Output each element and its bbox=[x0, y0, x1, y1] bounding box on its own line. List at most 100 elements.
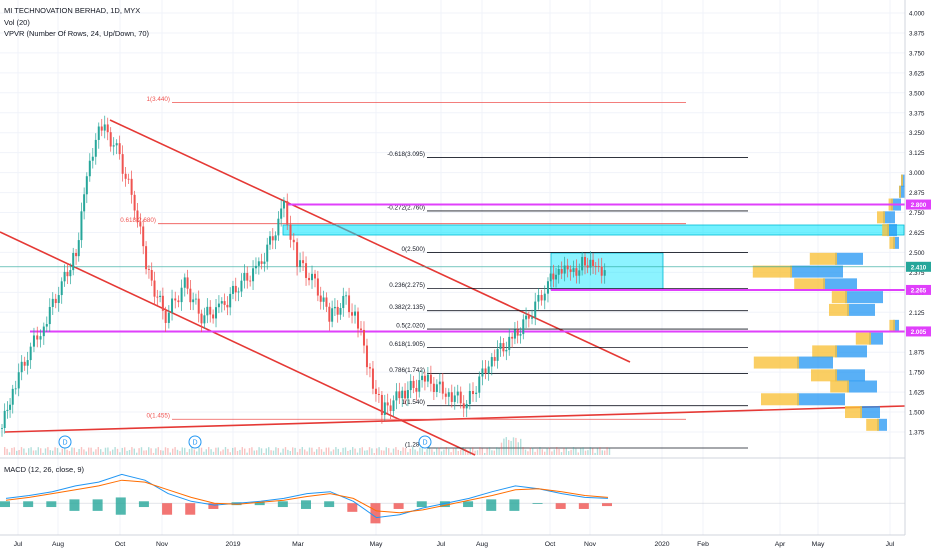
volume-bar bbox=[373, 452, 375, 455]
candle-body bbox=[383, 402, 386, 415]
volume-bar bbox=[608, 448, 611, 455]
volume-bar bbox=[364, 450, 366, 455]
candle-body bbox=[260, 261, 263, 264]
volume-bar bbox=[121, 447, 123, 455]
time-tick-label: Aug bbox=[476, 541, 488, 548]
candle-body bbox=[368, 367, 371, 369]
price-marker bbox=[906, 199, 931, 210]
resistance-zone[interactable] bbox=[282, 224, 905, 236]
candle-body bbox=[398, 391, 401, 399]
candle-body bbox=[75, 252, 78, 257]
candle-body bbox=[423, 375, 426, 382]
candle-body bbox=[130, 178, 133, 195]
volume-bar bbox=[512, 437, 515, 455]
candle-body bbox=[164, 310, 167, 323]
volume-bar bbox=[52, 450, 54, 455]
trendline-lower[interactable] bbox=[0, 231, 476, 456]
time-tick-label: Nov bbox=[584, 541, 597, 548]
horizontal-levels[interactable] bbox=[0, 203, 905, 333]
price-tick-label: 2.875 bbox=[909, 190, 925, 197]
volume-bar bbox=[527, 451, 529, 455]
trendline-upper[interactable] bbox=[109, 119, 631, 363]
volume-bar bbox=[6, 448, 8, 455]
volume-bar bbox=[445, 447, 447, 455]
candle-body bbox=[124, 173, 127, 179]
volume-bar bbox=[455, 447, 457, 455]
candle-body bbox=[389, 405, 392, 412]
candle-body bbox=[147, 269, 150, 271]
candle-body bbox=[557, 269, 560, 275]
dividend-marker bbox=[58, 435, 72, 449]
candle-body bbox=[316, 278, 319, 296]
candle-body bbox=[552, 273, 555, 280]
candle-body bbox=[223, 301, 226, 305]
candle-body bbox=[77, 240, 80, 257]
volume-bar bbox=[606, 447, 608, 455]
fib-level-label: (1.280) bbox=[405, 442, 425, 449]
vpvr-down-bar bbox=[899, 185, 905, 198]
candle-body bbox=[362, 329, 365, 346]
volume-bar bbox=[556, 447, 558, 455]
candle-body bbox=[471, 390, 474, 395]
volume-bar bbox=[172, 448, 174, 455]
volume-bar bbox=[491, 450, 493, 455]
candle-body bbox=[487, 366, 490, 374]
vpvr-up-bar bbox=[761, 393, 799, 406]
volume-bar bbox=[30, 447, 32, 455]
macd-histogram-bar bbox=[578, 503, 589, 509]
volume-bar bbox=[342, 447, 344, 455]
volume-bar bbox=[313, 451, 315, 455]
volume-bar bbox=[11, 447, 13, 455]
candle-body bbox=[94, 139, 97, 157]
fib-level-label: -0.272(2.760) bbox=[387, 204, 425, 211]
volume-bar bbox=[258, 447, 260, 455]
volume-bar bbox=[352, 447, 354, 455]
volume-bar bbox=[301, 447, 303, 455]
volume-bar bbox=[304, 449, 306, 455]
dividend-marker bbox=[188, 435, 202, 449]
candle-body bbox=[499, 343, 502, 349]
candle-body bbox=[63, 271, 66, 282]
candle-body bbox=[171, 298, 174, 313]
volume-bar bbox=[232, 447, 234, 455]
volume-bar bbox=[536, 449, 539, 455]
vpvr-up-bar bbox=[831, 291, 847, 304]
time-tick-label: May bbox=[370, 541, 383, 548]
time-tick-label: Mar bbox=[292, 541, 304, 548]
candle-body bbox=[136, 210, 139, 223]
price-tick-label: 1.500 bbox=[909, 410, 925, 417]
macd-histogram-bar bbox=[555, 503, 566, 509]
volume-bar bbox=[395, 447, 397, 455]
candle-body bbox=[299, 260, 302, 267]
time-tick-label: Oct bbox=[115, 541, 126, 548]
volume-bar bbox=[378, 447, 380, 455]
volume-bar bbox=[35, 450, 37, 455]
candle-body bbox=[575, 268, 578, 276]
volume-bar bbox=[532, 447, 534, 455]
volume-bar bbox=[186, 452, 188, 455]
price-tick-label: 2.750 bbox=[909, 210, 925, 217]
time-tick-label: Jul bbox=[886, 541, 895, 548]
volume-bar bbox=[340, 452, 342, 455]
price-tick-label: 1.750 bbox=[909, 370, 925, 377]
volume-bar bbox=[25, 452, 27, 455]
candle-body bbox=[36, 335, 39, 340]
macd-line bbox=[5, 473, 609, 519]
price-tick-label: 1.375 bbox=[909, 430, 925, 437]
volume-bar bbox=[116, 448, 119, 455]
candle-body bbox=[597, 266, 600, 267]
volume-bar bbox=[407, 452, 409, 455]
candle-body bbox=[88, 160, 91, 177]
volume-bar bbox=[253, 450, 255, 455]
volume-bar bbox=[385, 447, 387, 455]
volume-bar bbox=[534, 451, 536, 455]
candle-body bbox=[586, 265, 589, 268]
vpvr-up-bar bbox=[809, 252, 837, 265]
volume-bar bbox=[414, 449, 416, 455]
volume-bar bbox=[66, 449, 68, 455]
candle-body bbox=[404, 390, 407, 399]
volume-bar bbox=[215, 447, 217, 455]
candle-body bbox=[197, 298, 200, 314]
